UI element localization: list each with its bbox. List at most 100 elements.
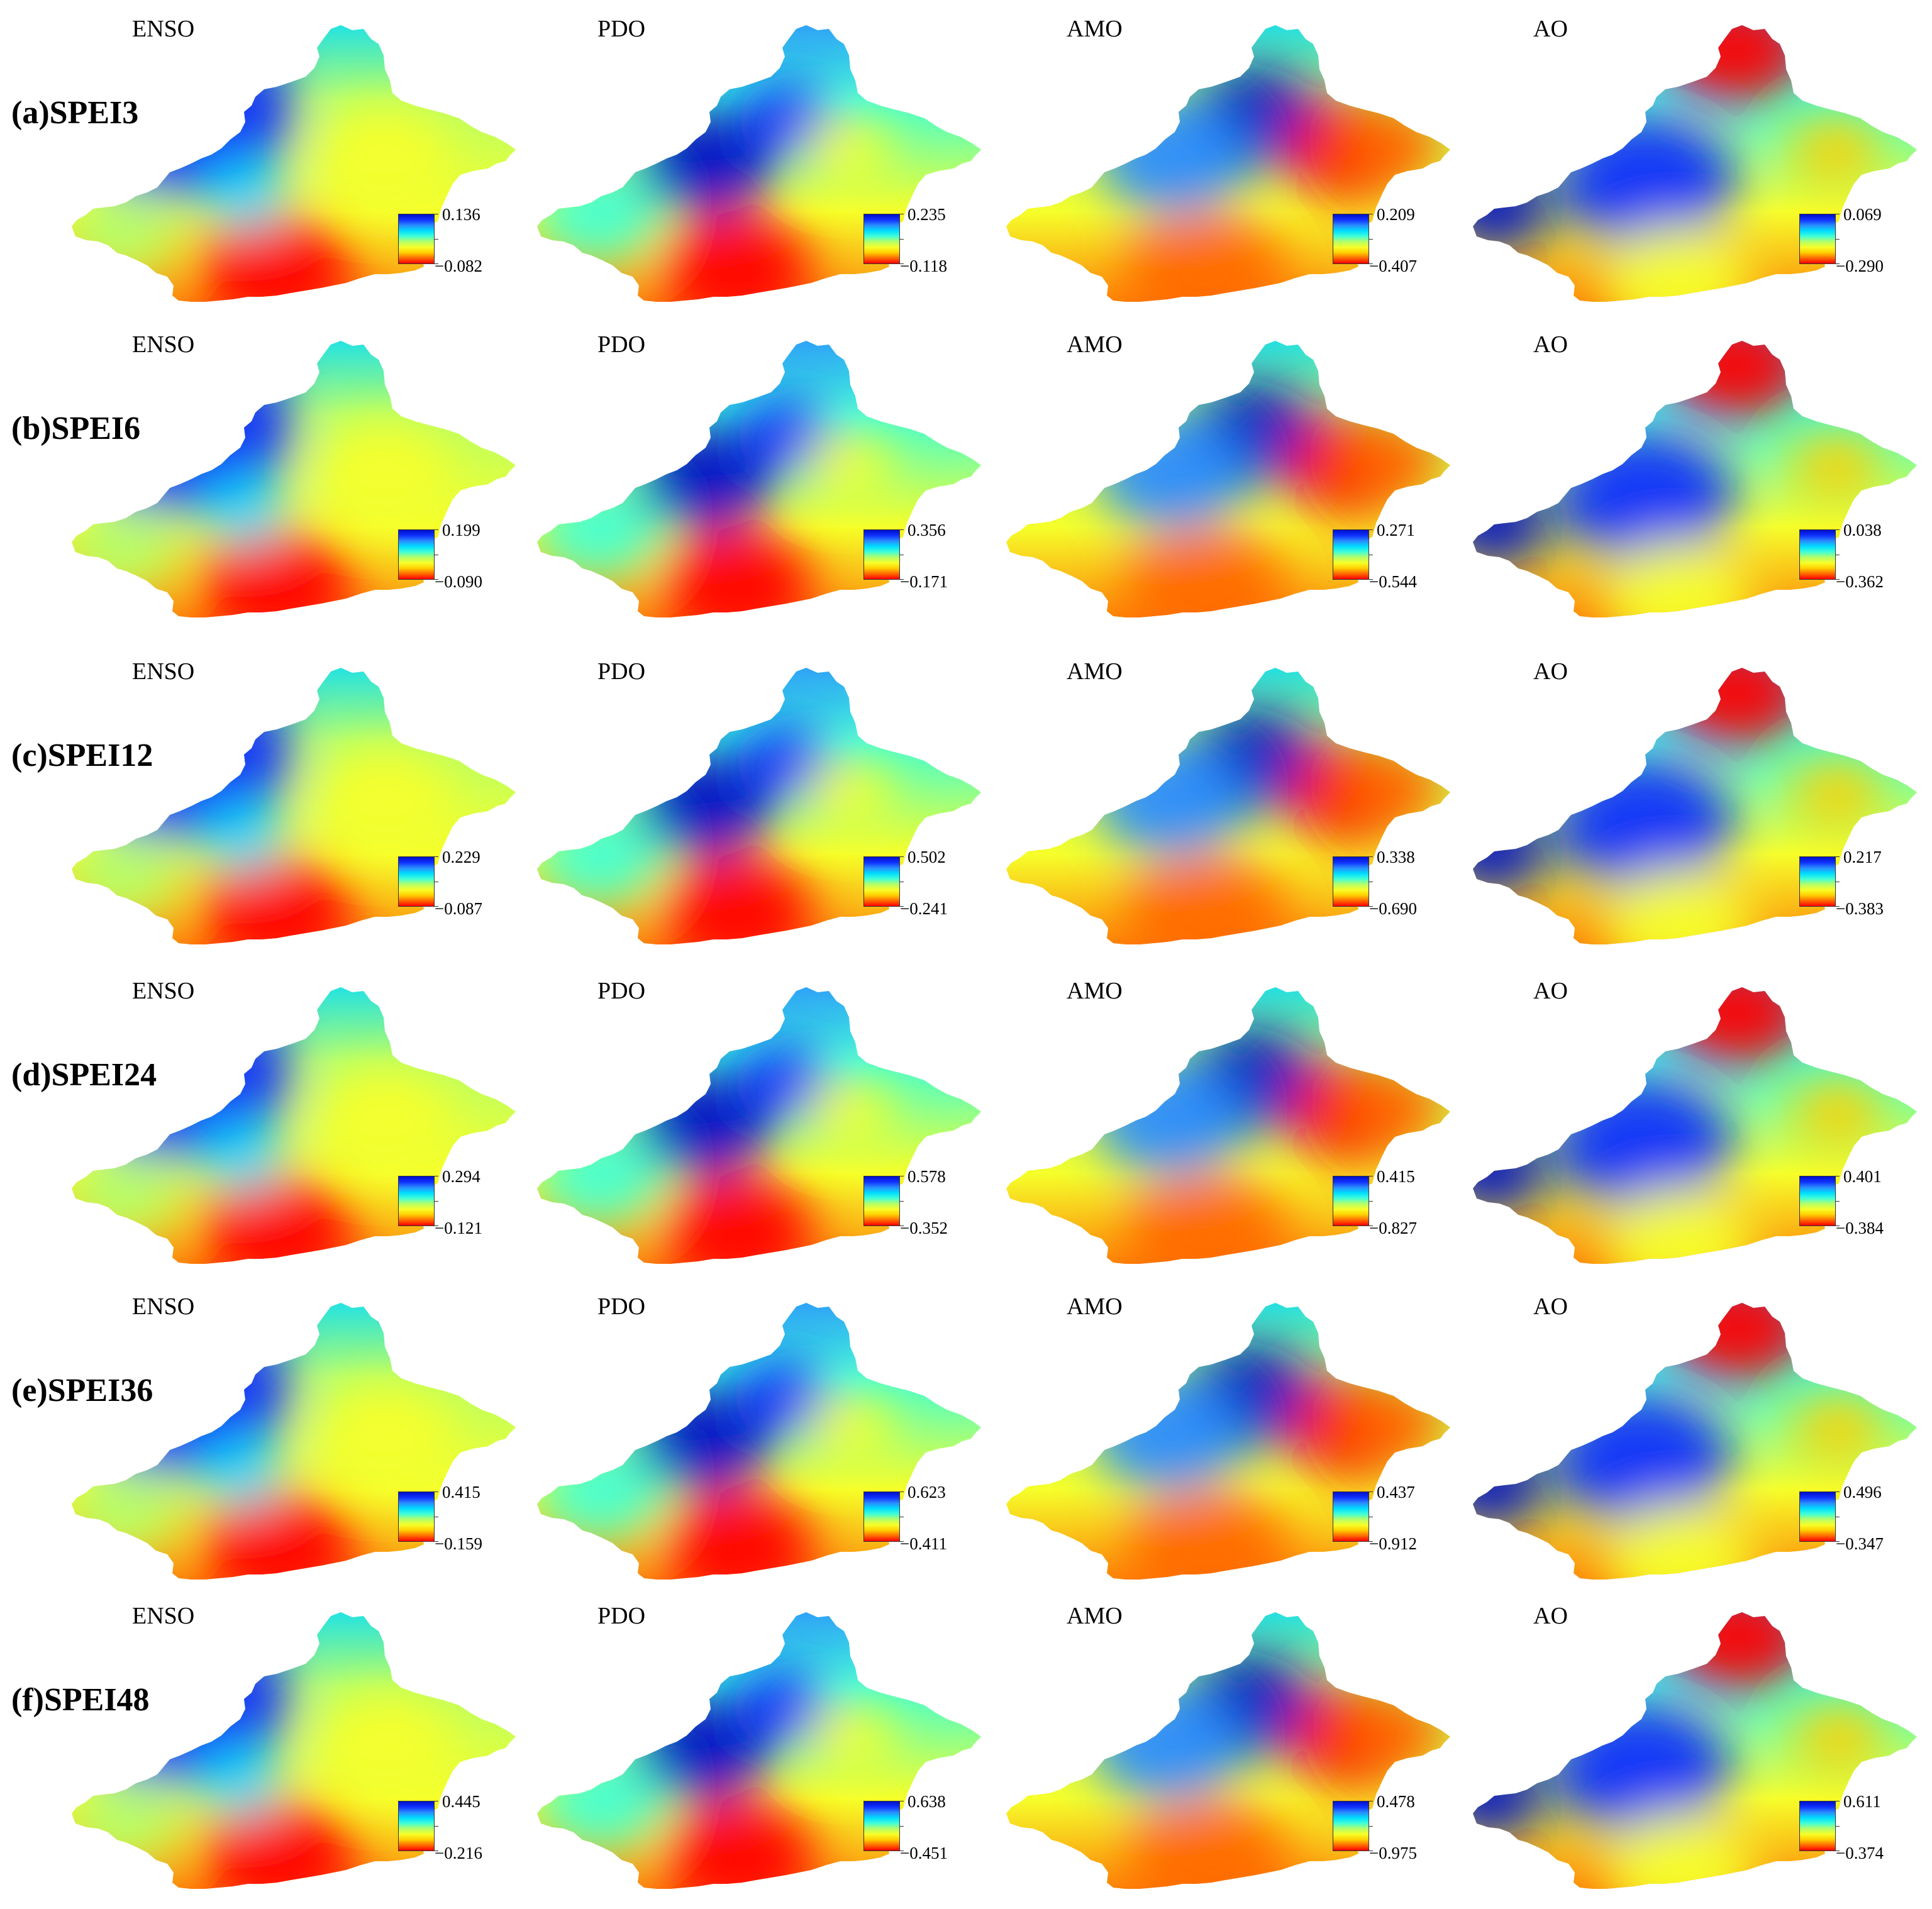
legend-tick — [900, 1201, 904, 1202]
field-anomaly — [1665, 0, 1804, 102]
field-anomaly — [1792, 434, 1880, 500]
legend-color-bar — [398, 1176, 435, 1226]
field-anomaly — [664, 1801, 815, 1909]
legend-max-label: 0.199 — [442, 521, 480, 540]
color-legend: 0.623−0.411 — [863, 1491, 958, 1561]
legend-min-label: −0.411 — [900, 1534, 947, 1554]
panel-title: AMO — [1067, 1602, 1123, 1630]
field-anomaly — [314, 106, 453, 209]
field-surface — [1436, 961, 1923, 1302]
panel-title: PDO — [597, 1293, 645, 1320]
legend-max-label: 0.496 — [1843, 1483, 1882, 1502]
legend-max-label: 0.271 — [1377, 521, 1415, 540]
legend-min-label: −0.087 — [435, 899, 482, 919]
field-anomaly — [1604, 869, 1755, 982]
field-anomaly — [316, 748, 454, 852]
field-anomaly — [63, 191, 176, 275]
legend-tick — [1836, 1826, 1840, 1827]
color-legend: 0.415−0.827 — [1333, 1176, 1427, 1245]
color-legend: 0.496−0.347 — [1799, 1491, 1894, 1561]
panel-title: ENSO — [132, 331, 194, 358]
legend-min-label: −0.082 — [435, 257, 482, 276]
legend-min-label: −0.159 — [435, 1534, 482, 1554]
field-anomaly — [806, 434, 894, 500]
panel-title: AMO — [1067, 977, 1123, 1005]
field-surface — [991, 968, 1457, 1300]
legend-tick — [1836, 239, 1840, 240]
legend-min-label: −0.451 — [900, 1844, 948, 1863]
field-anomaly — [1347, 1694, 1448, 1769]
legend-color-bar — [398, 1491, 435, 1542]
legend-min-label: −0.090 — [435, 572, 482, 592]
legend-color-bar — [1799, 1801, 1836, 1851]
legend-tick — [1369, 239, 1373, 240]
panel-title: PDO — [597, 977, 645, 1005]
field-anomaly — [1669, 1586, 1807, 1690]
legend-max-label: 0.638 — [908, 1792, 946, 1812]
field-anomaly — [1092, 1688, 1243, 1801]
field-surface — [1435, 1276, 1923, 1618]
legend-min-label: −0.975 — [1369, 1844, 1417, 1863]
field-anomaly — [198, 1124, 286, 1190]
legend-color-bar — [1799, 529, 1836, 580]
panel-title: PDO — [597, 1602, 645, 1630]
field-anomaly — [809, 1705, 897, 1771]
field-anomaly — [1345, 750, 1445, 825]
field-anomaly — [318, 1693, 457, 1796]
legend-max-label: 0.415 — [442, 1483, 480, 1502]
panel-title: PDO — [597, 15, 645, 43]
legend-min-label: −0.290 — [1836, 257, 1884, 276]
field-anomaly — [1126, 1178, 1289, 1300]
legend-max-label: 0.437 — [1377, 1483, 1415, 1502]
legend-color-bar — [398, 1801, 435, 1851]
color-legend: 0.401−0.384 — [1799, 1176, 1894, 1245]
field-anomaly — [201, 214, 352, 327]
field-anomaly — [1603, 542, 1754, 655]
legend-color-bar — [1333, 529, 1369, 580]
panel-title: ENSO — [132, 1602, 194, 1630]
legend-max-label: 0.578 — [908, 1167, 946, 1187]
legend-max-label: 0.235 — [908, 205, 946, 224]
color-legend: 0.611−0.374 — [1799, 1801, 1894, 1870]
legend-min-label: −0.407 — [1369, 257, 1417, 276]
color-legend: 0.069−0.290 — [1799, 214, 1894, 283]
field-anomaly — [1668, 1276, 1807, 1380]
panel-title: AMO — [1067, 658, 1123, 685]
legend-min-label: −0.171 — [900, 572, 948, 592]
color-legend: 0.209−0.407 — [1333, 214, 1427, 283]
field-anomaly — [204, 1491, 355, 1605]
legend-tick — [1369, 1201, 1373, 1202]
legend-tick — [1369, 856, 1373, 857]
field-anomaly — [1668, 961, 1806, 1065]
field-anomaly — [663, 1491, 814, 1605]
map-panel: ENSO 0.199 −0.090 — [57, 322, 522, 638]
field-anomaly — [1124, 858, 1288, 981]
field-anomaly — [1555, 1078, 1731, 1210]
legend-color-bar — [1333, 1491, 1369, 1542]
color-legend: 0.415−0.159 — [398, 1491, 492, 1561]
legend-tick — [435, 1201, 438, 1202]
legend-color-bar — [1333, 856, 1369, 907]
panel-title: ENSO — [132, 658, 194, 685]
legend-tick — [1836, 856, 1840, 857]
panel-title: PDO — [597, 658, 645, 685]
field-anomaly — [1124, 531, 1287, 654]
legend-color-bar — [398, 214, 435, 264]
legend-min-label: −0.347 — [1836, 1534, 1884, 1554]
legend-tick — [435, 529, 438, 530]
legend-color-bar — [398, 856, 435, 907]
color-legend: 0.578−0.352 — [863, 1176, 958, 1245]
panel-title: ENSO — [132, 1293, 194, 1320]
color-legend: 0.038−0.362 — [1799, 529, 1894, 599]
legend-max-label: 0.338 — [1377, 848, 1415, 867]
